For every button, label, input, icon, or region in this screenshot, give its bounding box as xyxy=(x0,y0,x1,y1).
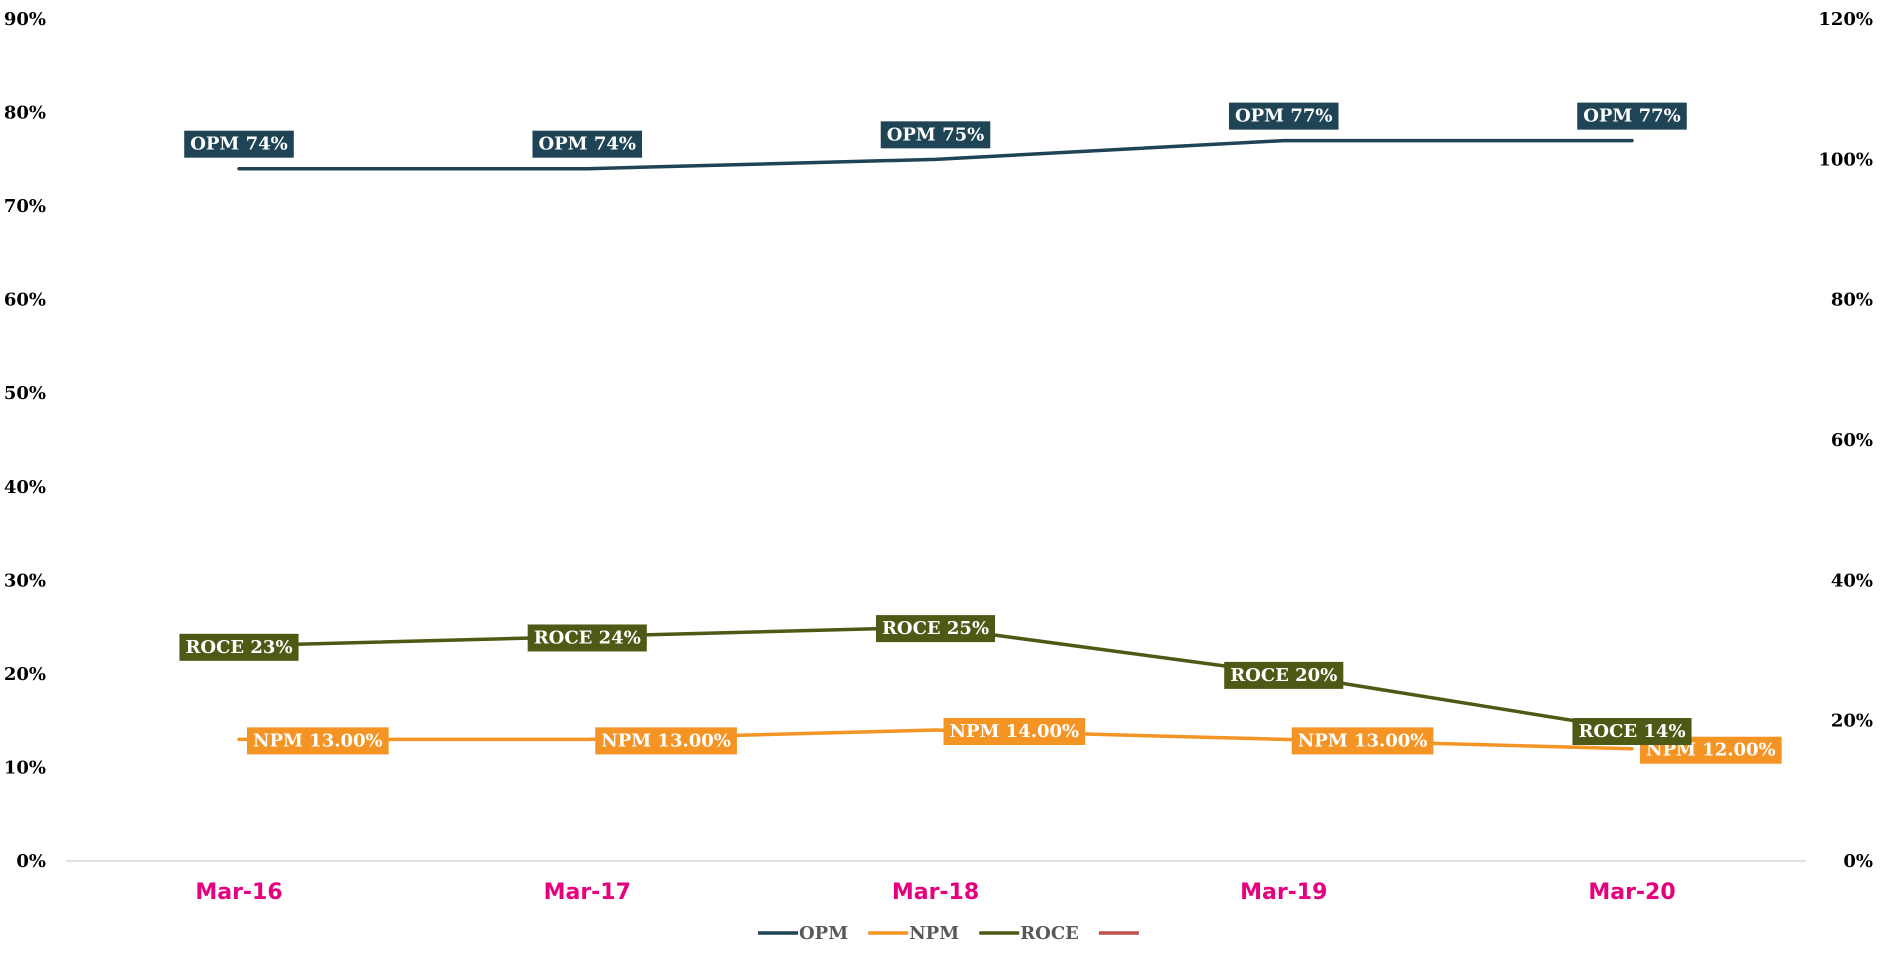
right-axis-tick-label: 100% xyxy=(1818,149,1873,170)
legend: OPM NPM ROCE xyxy=(758,923,1139,944)
data-label-roce: ROCE 20% xyxy=(1224,661,1344,689)
x-axis-tick-label: Mar-20 xyxy=(1588,880,1675,905)
data-label-roce: ROCE 14% xyxy=(1572,718,1692,746)
left-axis-tick-label: 80% xyxy=(4,103,46,124)
data-label-opm: OPM 77% xyxy=(1228,102,1339,130)
left-axis-tick-label: 50% xyxy=(4,383,46,404)
data-label-npm: NPM 14.00% xyxy=(943,718,1086,746)
svg-text:OPM 77%: OPM 77% xyxy=(1235,106,1333,127)
svg-text:NPM 13.00%: NPM 13.00% xyxy=(1298,730,1428,751)
svg-text:NPM 13.00%: NPM 13.00% xyxy=(601,730,731,751)
right-axis-tick-label: 120% xyxy=(1818,9,1873,30)
svg-text:ROCE 24%: ROCE 24% xyxy=(534,627,641,648)
left-axis-tick-label: 30% xyxy=(4,570,46,591)
series-layer xyxy=(237,138,1634,751)
x-axis-tick-label: Mar-17 xyxy=(544,880,631,905)
svg-text:ROCE 23%: ROCE 23% xyxy=(185,637,292,658)
x-axis-tick-label: Mar-18 xyxy=(892,880,979,905)
legend-label: ROCE xyxy=(1020,923,1079,944)
data-label-opm: OPM 77% xyxy=(1577,102,1687,130)
left-axis-tick-label: 70% xyxy=(4,196,46,217)
series-line-opm xyxy=(237,138,1634,171)
svg-text:OPM 75%: OPM 75% xyxy=(887,124,985,145)
left-axis-tick-label: 20% xyxy=(4,664,46,685)
data-label-opm: OPM 74% xyxy=(532,130,643,158)
data-label-npm: NPM 13.00% xyxy=(1291,727,1434,755)
svg-text:OPM 74%: OPM 74% xyxy=(190,134,288,155)
right-axis-tick-label: 20% xyxy=(1831,711,1873,732)
svg-text:NPM 13.00%: NPM 13.00% xyxy=(253,730,383,751)
svg-text:NPM 14.00%: NPM 14.00% xyxy=(950,721,1080,742)
legend-item-roce: ROCE xyxy=(979,923,1079,944)
x-axis-tick-label: Mar-16 xyxy=(195,880,282,905)
svg-text:OPM 77%: OPM 77% xyxy=(1583,106,1681,127)
data-label-opm: OPM 75% xyxy=(880,121,991,149)
svg-text:ROCE 25%: ROCE 25% xyxy=(882,618,989,639)
right-axis-tick-label: 80% xyxy=(1831,290,1873,311)
right-axis: 0% 20% 40% 60% 80% 100% 120% xyxy=(1818,9,1873,872)
series-line-roce xyxy=(237,625,1634,732)
right-axis-tick-label: 40% xyxy=(1831,570,1873,591)
data-label-roce: ROCE 24% xyxy=(527,624,647,652)
legend-item-opm: OPM xyxy=(758,923,848,944)
data-labels-layer: OPM 74% OPM 74% OPM 75% OPM 77% OPM 77% NPM 1… xyxy=(179,102,1782,764)
right-axis-tick-label: 60% xyxy=(1831,430,1873,451)
left-axis-tick-label: 60% xyxy=(4,290,46,311)
data-label-roce: ROCE 25% xyxy=(875,615,996,643)
x-axis: Mar-16 Mar-17 Mar-18 Mar-19 Mar-20 xyxy=(195,880,1675,905)
svg-text:OPM 74%: OPM 74% xyxy=(538,134,636,155)
left-axis: 0% 10% 20% 30% 40% 50% 60% 70% 80% 90% xyxy=(4,9,46,872)
data-label-npm: NPM 13.00% xyxy=(595,727,737,755)
legend-label: OPM xyxy=(799,923,848,944)
legend-item-npm: NPM xyxy=(868,923,959,944)
data-label-npm: NPM 13.00% xyxy=(247,727,389,755)
right-axis-tick-label: 0% xyxy=(1843,851,1873,872)
left-axis-tick-label: 10% xyxy=(4,757,46,778)
svg-text:ROCE 14%: ROCE 14% xyxy=(1578,721,1685,742)
legend-label: NPM xyxy=(909,923,959,944)
svg-text:ROCE 20%: ROCE 20% xyxy=(1230,665,1337,686)
left-axis-tick-label: 90% xyxy=(4,9,46,30)
data-label-roce: ROCE 23% xyxy=(179,633,299,661)
data-label-opm: OPM 74% xyxy=(184,130,294,158)
x-axis-tick-label: Mar-19 xyxy=(1240,880,1327,905)
left-axis-tick-label: 40% xyxy=(4,477,46,498)
left-axis-tick-label: 0% xyxy=(16,851,46,872)
